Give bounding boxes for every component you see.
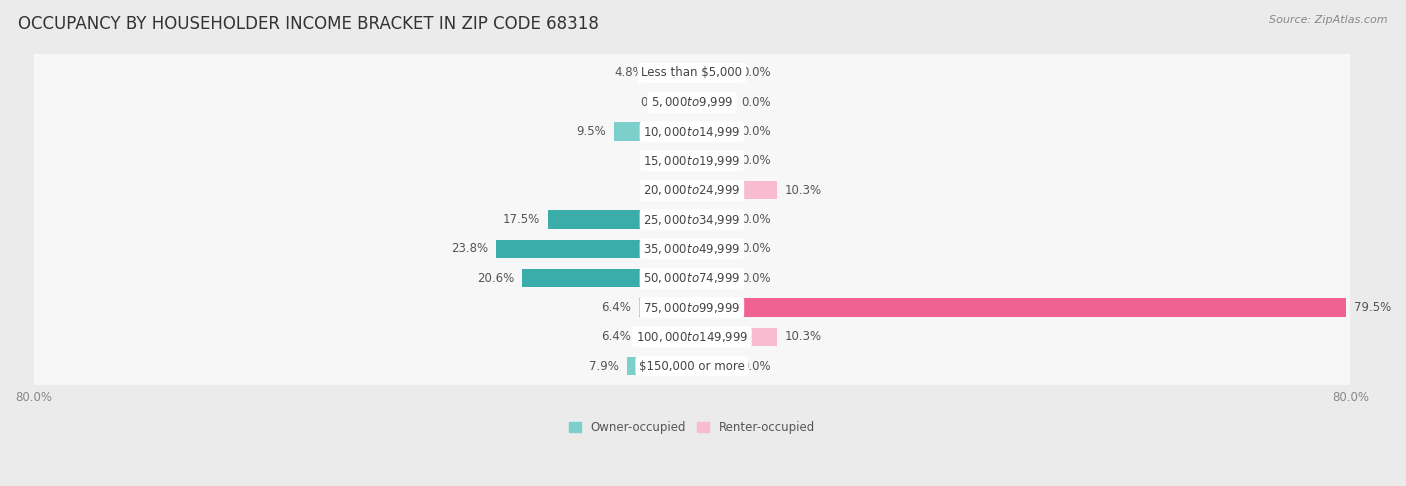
Bar [692,357,733,375]
Text: 0.79%: 0.79% [640,96,678,109]
Bar [692,269,733,287]
Text: 0.0%: 0.0% [741,155,770,167]
Bar [692,64,733,82]
Text: 9.5%: 9.5% [575,125,606,138]
Text: 0.0%: 0.0% [741,67,770,79]
Bar [692,210,733,228]
Bar [614,122,692,140]
Text: $75,000 to $99,999: $75,000 to $99,999 [643,300,741,314]
Bar [692,122,733,140]
FancyBboxPatch shape [34,104,1350,160]
Bar [652,64,692,82]
Text: $100,000 to $149,999: $100,000 to $149,999 [636,330,748,344]
Text: 17.5%: 17.5% [502,213,540,226]
Text: $150,000 or more: $150,000 or more [638,360,745,373]
Bar [496,240,692,258]
Text: 6.4%: 6.4% [602,301,631,314]
Text: 1.6%: 1.6% [641,155,671,167]
Bar [692,328,776,346]
Text: Less than $5,000: Less than $5,000 [641,67,742,79]
Text: 0.79%: 0.79% [640,184,678,197]
Text: $20,000 to $24,999: $20,000 to $24,999 [643,183,741,197]
Bar [685,181,692,199]
Bar [627,357,692,375]
Text: 0.0%: 0.0% [741,125,770,138]
Text: 79.5%: 79.5% [1354,301,1392,314]
FancyBboxPatch shape [34,74,1350,130]
Text: 7.9%: 7.9% [589,360,619,373]
Bar [692,298,1346,316]
Bar [640,298,692,316]
Text: 0.0%: 0.0% [741,360,770,373]
FancyBboxPatch shape [34,309,1350,365]
Text: 6.4%: 6.4% [602,330,631,343]
FancyBboxPatch shape [34,191,1350,248]
Text: OCCUPANCY BY HOUSEHOLDER INCOME BRACKET IN ZIP CODE 68318: OCCUPANCY BY HOUSEHOLDER INCOME BRACKET … [18,15,599,33]
Text: $15,000 to $19,999: $15,000 to $19,999 [643,154,741,168]
Text: 10.3%: 10.3% [785,184,823,197]
Text: 0.0%: 0.0% [741,96,770,109]
Text: 0.0%: 0.0% [741,243,770,255]
Text: $10,000 to $14,999: $10,000 to $14,999 [643,124,741,139]
Text: $50,000 to $74,999: $50,000 to $74,999 [643,271,741,285]
Text: 0.0%: 0.0% [741,272,770,285]
FancyBboxPatch shape [34,338,1350,394]
Bar [692,93,733,111]
Text: $25,000 to $34,999: $25,000 to $34,999 [643,212,741,226]
Text: Source: ZipAtlas.com: Source: ZipAtlas.com [1270,15,1388,25]
Text: $35,000 to $49,999: $35,000 to $49,999 [643,242,741,256]
FancyBboxPatch shape [34,250,1350,306]
FancyBboxPatch shape [34,133,1350,189]
Bar [692,181,776,199]
Text: 4.8%: 4.8% [614,67,644,79]
FancyBboxPatch shape [34,279,1350,336]
Bar [685,93,692,111]
FancyBboxPatch shape [34,162,1350,218]
Text: 10.3%: 10.3% [785,330,823,343]
Bar [548,210,692,228]
Bar [640,328,692,346]
Bar [523,269,692,287]
FancyBboxPatch shape [34,221,1350,277]
Bar [692,240,733,258]
Text: $5,000 to $9,999: $5,000 to $9,999 [651,95,733,109]
Text: 23.8%: 23.8% [451,243,488,255]
Text: 20.6%: 20.6% [477,272,515,285]
Text: 0.0%: 0.0% [741,213,770,226]
Bar [679,152,692,170]
FancyBboxPatch shape [34,45,1350,101]
Legend: Owner-occupied, Renter-occupied: Owner-occupied, Renter-occupied [564,417,820,439]
Bar [692,152,733,170]
